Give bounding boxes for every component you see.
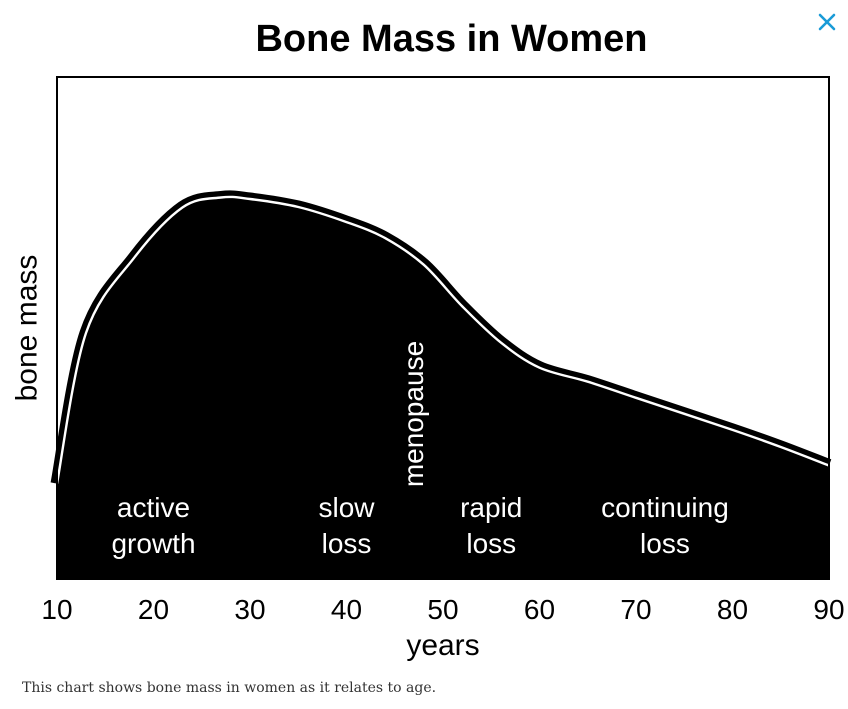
- x-tick-label: 90: [813, 594, 844, 625]
- x-tick-label: 10: [41, 594, 72, 625]
- phase-label: continuing loss: [601, 492, 729, 559]
- close-x-icon: [818, 13, 836, 31]
- x-tick-label: 30: [234, 594, 265, 625]
- phase-label: active growth: [111, 492, 195, 559]
- x-tick-label: 70: [620, 594, 651, 625]
- menopause-label: menopause: [398, 341, 429, 487]
- x-tick-label: 60: [524, 594, 555, 625]
- x-tick-label: 50: [427, 594, 458, 625]
- y-axis-label: bone mass: [11, 255, 44, 402]
- x-tick-label: 40: [331, 594, 362, 625]
- x-axis-label: years: [406, 629, 479, 662]
- x-tick-label: 20: [138, 594, 169, 625]
- close-button[interactable]: [813, 8, 841, 36]
- bone-mass-line: [55, 195, 830, 484]
- x-tick-label: 80: [717, 594, 748, 625]
- bone-mass-chart: active growth slow loss rapid loss continuing l…: [11, 76, 845, 662]
- phase-label: slow loss: [318, 492, 375, 559]
- bone-mass-area: [57, 196, 829, 580]
- chart-title: Bone Mass in Women: [255, 18, 648, 60]
- plot-frame: [56, 76, 830, 580]
- chart-caption: This chart shows bone mass in women as i…: [22, 680, 437, 696]
- phase-label: rapid loss: [460, 492, 522, 559]
